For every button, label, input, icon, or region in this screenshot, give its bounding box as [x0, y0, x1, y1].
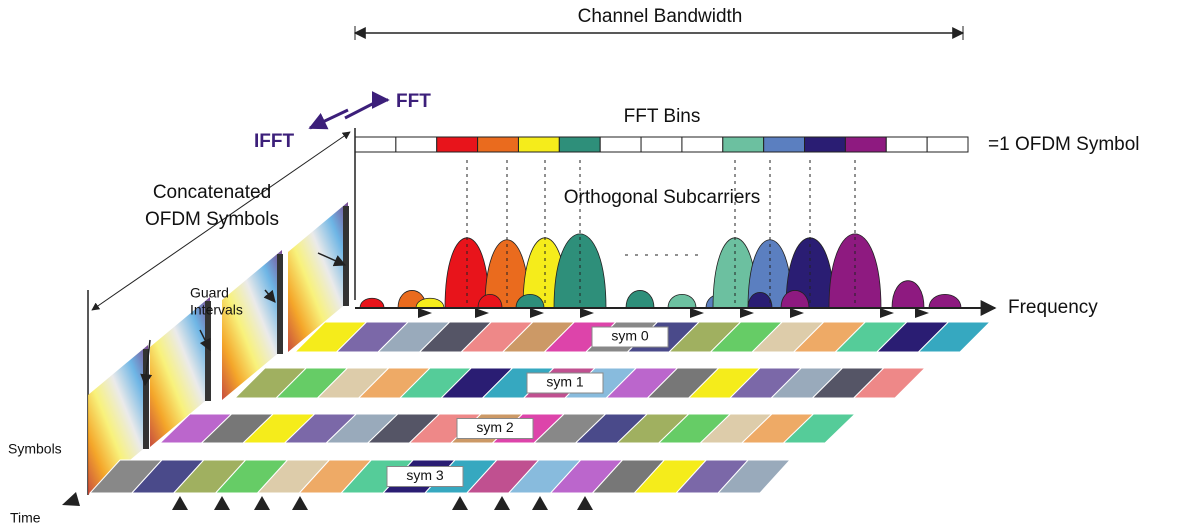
freq-marker [915, 308, 929, 318]
fft-bin [805, 137, 846, 152]
guard-bar [277, 254, 283, 354]
fft-bin [396, 137, 437, 152]
subcarriers-title: Orthogonal Subcarriers [564, 187, 760, 208]
freq-marker [418, 308, 432, 318]
freq-marker [690, 308, 704, 318]
guard-marker [494, 496, 510, 510]
fft-bin [641, 137, 682, 152]
fft-label: FFT [396, 91, 431, 112]
ifft-label: IFFT [254, 131, 294, 152]
freq-marker [530, 308, 544, 318]
symbol-label: sym 0 [611, 328, 649, 344]
fft-bin [437, 137, 478, 152]
frequency-label: Frequency [1008, 297, 1098, 318]
freq-marker [880, 308, 894, 318]
guard-marker [577, 496, 593, 510]
concat-label: Concatenated [153, 182, 271, 203]
symbols-label: Symbols [8, 441, 62, 457]
diagram: sym 0 sym 1 sym 2 sym 3 Channel Bandwidth F… [0, 0, 1178, 530]
subcarrier [626, 290, 654, 308]
fft-bin [478, 137, 519, 152]
concat-label: OFDM Symbols [145, 209, 279, 230]
title: Channel Bandwidth [578, 6, 743, 27]
guard-marker [452, 496, 468, 510]
fft-bin [518, 137, 559, 152]
fft-bin [764, 137, 805, 152]
subcarrier [360, 298, 384, 308]
guard-label: Guard [190, 285, 229, 301]
guard-label: Intervals [190, 302, 243, 318]
ifft-arrow [310, 110, 348, 128]
symbol-label: sym 1 [546, 374, 584, 390]
symbol-label: sym 2 [476, 419, 514, 435]
fft-bin [927, 137, 968, 152]
time-arrowhead [62, 492, 80, 506]
freq-marker [475, 308, 489, 318]
guard-marker [532, 496, 548, 510]
guard-bar [343, 206, 349, 306]
time-label: Time [10, 510, 41, 526]
guard-marker [172, 496, 188, 510]
guard-marker [292, 496, 308, 510]
fft-bins-caption: =1 OFDM Symbol [988, 134, 1140, 155]
subcarrier [668, 294, 696, 308]
subcarrier [892, 281, 924, 308]
fft-bin [886, 137, 927, 152]
freq-marker [580, 308, 594, 318]
fft-arrow [345, 100, 388, 118]
fft-bins-title: FFT Bins [624, 106, 701, 127]
guard-marker [254, 496, 270, 510]
fft-bin [355, 137, 396, 152]
guard-bar [143, 349, 149, 449]
fft-bin [559, 137, 600, 152]
freq-marker [740, 308, 754, 318]
fft-bin [600, 137, 641, 152]
symbol-label: sym 3 [406, 467, 444, 483]
subcarrier [929, 294, 961, 308]
freq-marker [790, 308, 804, 318]
fft-bin [845, 137, 886, 152]
fft-bin [723, 137, 764, 152]
guard-marker [214, 496, 230, 510]
fft-bin [682, 137, 723, 152]
